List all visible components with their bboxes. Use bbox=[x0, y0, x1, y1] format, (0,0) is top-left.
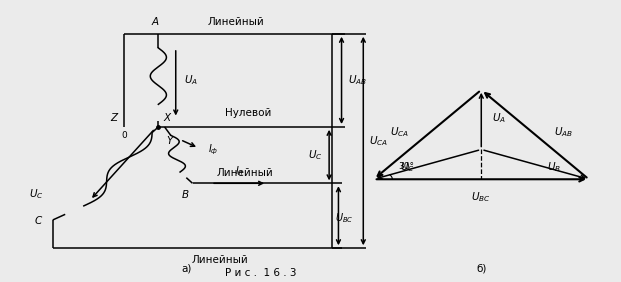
Text: $U_B$: $U_B$ bbox=[548, 160, 561, 174]
Text: 0: 0 bbox=[122, 131, 127, 140]
Text: $C$: $C$ bbox=[34, 214, 43, 226]
Text: $U_C$: $U_C$ bbox=[401, 160, 415, 174]
Text: $U_C$: $U_C$ bbox=[29, 188, 43, 201]
Text: $B$: $B$ bbox=[181, 188, 189, 200]
Text: $U_{AB}$: $U_{AB}$ bbox=[554, 125, 573, 139]
Text: $U_A$: $U_A$ bbox=[492, 111, 507, 125]
Text: $Y$: $Y$ bbox=[166, 134, 176, 146]
Text: Линейный: Линейный bbox=[207, 17, 265, 27]
Text: $U_{BC}$: $U_{BC}$ bbox=[471, 191, 491, 204]
Text: $U_{CA}$: $U_{CA}$ bbox=[369, 134, 389, 148]
Text: Линейный: Линейный bbox=[192, 255, 249, 265]
Text: а): а) bbox=[181, 264, 191, 274]
Text: $U_C$: $U_C$ bbox=[308, 148, 323, 162]
Text: Нулевой: Нулевой bbox=[225, 109, 271, 118]
Text: $I_ф$: $I_ф$ bbox=[208, 142, 219, 157]
Text: $U_{BC}$: $U_{BC}$ bbox=[335, 212, 354, 225]
Text: $I_л$: $I_л$ bbox=[235, 164, 243, 178]
Text: Линейный: Линейный bbox=[217, 168, 274, 178]
Text: $U_{AB}$: $U_{AB}$ bbox=[348, 74, 367, 87]
Text: $U_{CA}$: $U_{CA}$ bbox=[390, 125, 409, 139]
Text: $X$: $X$ bbox=[163, 111, 173, 123]
Text: $Z$: $Z$ bbox=[110, 111, 119, 123]
Text: б): б) bbox=[476, 264, 486, 274]
Text: Р и с .  1 6 . 3: Р и с . 1 6 . 3 bbox=[225, 268, 297, 278]
Text: $A$: $A$ bbox=[151, 15, 160, 27]
Text: $U_A$: $U_A$ bbox=[184, 74, 199, 87]
Text: 30°: 30° bbox=[399, 162, 415, 171]
